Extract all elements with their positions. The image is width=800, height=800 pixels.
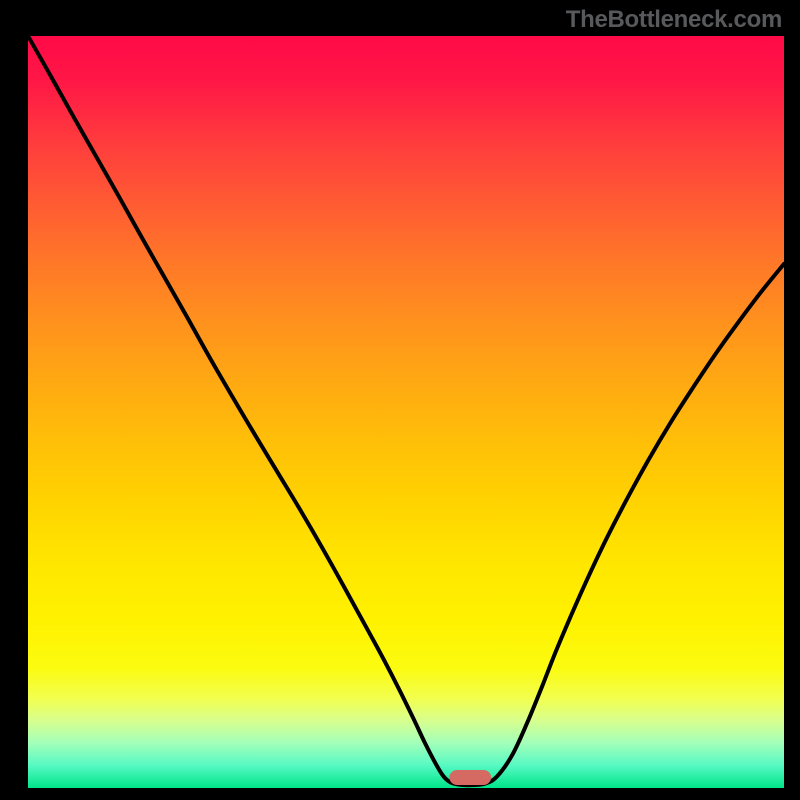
bottleneck-chart <box>28 36 784 788</box>
optimal-marker <box>449 770 491 785</box>
chart-container: TheBottleneck.com <box>0 0 800 800</box>
watermark-text: TheBottleneck.com <box>566 6 782 34</box>
gradient-background <box>28 36 784 788</box>
